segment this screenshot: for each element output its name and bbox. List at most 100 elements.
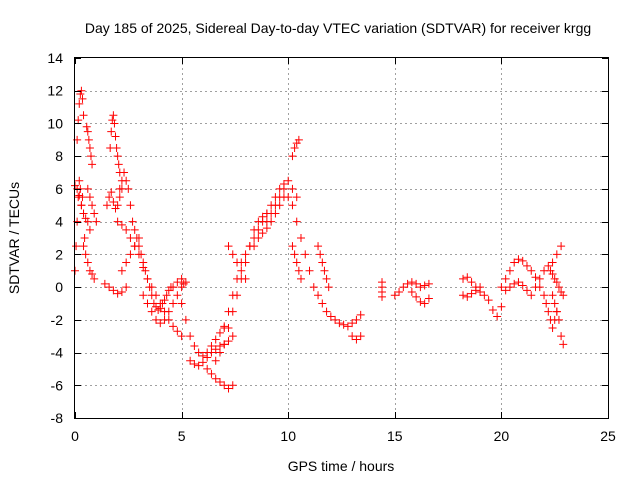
data-point (527, 266, 536, 275)
data-point (72, 242, 81, 251)
data-point (292, 217, 301, 226)
data-point (314, 242, 323, 251)
data-point (309, 283, 318, 292)
y-tick-label: 6 (55, 181, 63, 197)
series-q (203, 364, 237, 393)
y-tick-label: 8 (55, 148, 63, 164)
data-point (343, 322, 352, 331)
data-point (542, 299, 551, 308)
data-point (141, 266, 150, 275)
data-point (134, 250, 143, 259)
data-point (228, 332, 237, 341)
data-point (154, 306, 163, 314)
data-point (267, 209, 276, 218)
data-point (416, 297, 425, 306)
data-point (110, 119, 119, 128)
series-b (73, 86, 88, 144)
data-point (554, 315, 563, 324)
data-point (318, 258, 327, 267)
data-point (224, 242, 233, 251)
data-point (190, 360, 199, 368)
data-point (160, 315, 169, 324)
data-point (90, 209, 99, 218)
data-point (331, 315, 340, 324)
data-point (294, 266, 303, 275)
data-point (514, 255, 523, 264)
data-point (420, 281, 429, 290)
data-point (552, 250, 561, 259)
data-point (228, 291, 237, 300)
data-point (173, 327, 182, 336)
data-point (105, 283, 114, 292)
data-point (290, 250, 299, 259)
data-point (493, 312, 502, 321)
data-point (463, 273, 472, 282)
data-point (399, 283, 408, 292)
data-point (554, 283, 563, 292)
y-axis-label: SDTVAR / TECUs (6, 182, 22, 294)
data-point (81, 250, 90, 259)
data-point (160, 296, 169, 305)
series-ai (531, 242, 566, 292)
data-point (109, 286, 118, 295)
data-point (290, 144, 299, 152)
data-point (109, 111, 118, 120)
data-point (548, 270, 557, 278)
data-point (258, 229, 267, 238)
data-point (111, 132, 120, 141)
data-point (548, 291, 557, 300)
data-point (356, 332, 365, 341)
data-point (335, 319, 344, 328)
y-tick-label: 10 (47, 115, 63, 131)
data-point (74, 116, 83, 125)
data-point (233, 258, 242, 267)
data-point (224, 337, 233, 346)
y-tick-label: 4 (55, 214, 63, 230)
data-point (480, 291, 489, 300)
data-point (557, 288, 566, 296)
series-l (139, 278, 190, 328)
data-point (559, 291, 568, 300)
data-point (510, 279, 519, 288)
data-point (348, 319, 357, 328)
series-n (169, 274, 188, 292)
data-point (143, 274, 152, 283)
data-point (147, 283, 156, 292)
data-point (203, 353, 212, 362)
data-point (92, 217, 101, 226)
data-point (88, 160, 97, 169)
data-point (75, 191, 84, 200)
x-tick-labels: 0 5 10 15 20 25 (71, 428, 616, 444)
series-m (117, 234, 143, 275)
data-point (314, 291, 323, 300)
data-point (224, 307, 233, 316)
data-point (476, 283, 485, 292)
data-point (122, 283, 131, 292)
data-point (215, 378, 224, 386)
data-point (407, 288, 416, 296)
data-point (348, 332, 357, 341)
axis-ticks (75, 58, 609, 419)
data-point (531, 273, 540, 282)
data-point (514, 278, 523, 287)
data-point (79, 209, 88, 218)
data-point (207, 369, 216, 378)
data-point (117, 220, 126, 229)
data-point (113, 201, 122, 210)
series-aa (378, 278, 387, 301)
data-point (390, 291, 399, 300)
data-point (107, 188, 116, 197)
data-point (124, 184, 133, 193)
data-point (288, 152, 297, 161)
data-point (79, 111, 88, 120)
data-point (292, 193, 301, 202)
data-point (284, 193, 293, 202)
data-point (156, 299, 165, 308)
data-point (79, 242, 88, 251)
series-d (82, 122, 97, 169)
data-point (546, 266, 555, 275)
data-point (488, 306, 497, 314)
data-point (237, 266, 246, 275)
data-point (318, 299, 327, 308)
x-tick-label: 20 (494, 428, 510, 444)
